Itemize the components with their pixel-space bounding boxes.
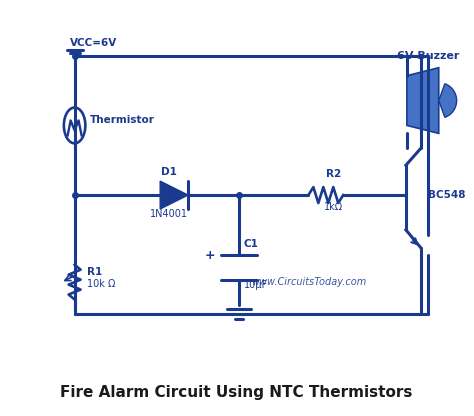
- Ellipse shape: [64, 107, 85, 144]
- Text: 1N4001: 1N4001: [150, 209, 188, 219]
- Wedge shape: [439, 84, 456, 117]
- Text: Fire Alarm Circuit Using NTC Thermistors: Fire Alarm Circuit Using NTC Thermistors: [60, 385, 412, 400]
- Text: 10μF: 10μF: [244, 280, 268, 290]
- Text: R2: R2: [326, 169, 341, 179]
- Text: D1: D1: [161, 167, 177, 177]
- Text: VCC=6V: VCC=6V: [70, 38, 117, 48]
- Text: +: +: [204, 249, 215, 262]
- Polygon shape: [160, 181, 188, 209]
- Text: www.CircuitsToday.com: www.CircuitsToday.com: [251, 277, 366, 287]
- Polygon shape: [407, 68, 439, 134]
- Text: C1: C1: [244, 239, 259, 249]
- Text: 10k Ω: 10k Ω: [87, 279, 115, 289]
- Text: BC548: BC548: [428, 190, 465, 200]
- Text: 1kΩ: 1kΩ: [324, 202, 343, 212]
- Text: R1: R1: [87, 267, 102, 277]
- Text: 6V Buzzer: 6V Buzzer: [397, 51, 459, 61]
- Text: Thermistor: Thermistor: [90, 116, 155, 126]
